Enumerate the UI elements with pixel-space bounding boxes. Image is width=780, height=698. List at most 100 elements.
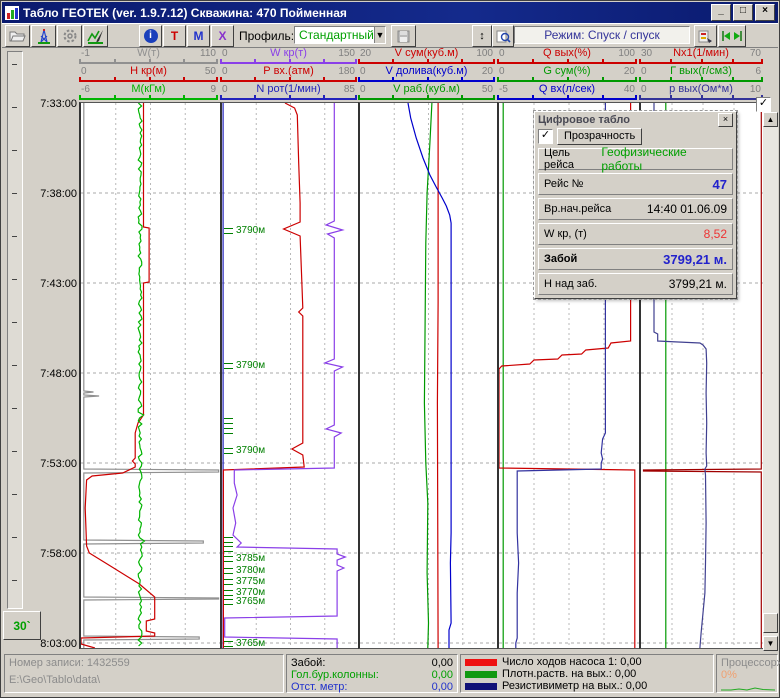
digital-row-value: 8,52 xyxy=(703,227,727,241)
mode-box: Режим: Спуск / спуск xyxy=(514,26,690,44)
time-label: 7:48:00 xyxy=(40,368,77,380)
settings-button[interactable] xyxy=(57,25,82,47)
close-button[interactable]: × xyxy=(755,4,775,21)
scale-tick xyxy=(183,95,186,98)
scale-tick xyxy=(358,77,360,80)
track-plot[interactable] xyxy=(220,102,360,649)
digital-row: W кр, (т) 8,52 xyxy=(538,223,733,245)
scale-max: 100 xyxy=(476,48,493,59)
scrollbar-thumb[interactable] xyxy=(763,613,778,633)
depth-tick-icon xyxy=(224,418,233,424)
floppy-icon xyxy=(397,30,410,42)
scale-label: V долива(куб.м) xyxy=(385,65,468,77)
scale-tick xyxy=(460,95,463,98)
time-label: 8:03:00 xyxy=(40,638,77,650)
ruler-tick xyxy=(12,322,17,323)
close-icon[interactable]: × xyxy=(718,113,733,127)
m-button[interactable]: M xyxy=(187,25,210,47)
scale-line xyxy=(220,98,357,100)
scale-header: 0 G сум(%) 20 xyxy=(497,65,637,82)
digital-row-label: Забой xyxy=(544,253,578,265)
scale-line xyxy=(220,80,357,82)
depth-mark xyxy=(224,428,236,434)
digital-row: Цель рейса Геофизические работы xyxy=(538,145,733,173)
scale-header: 0 Г вых(г/см3) 6 xyxy=(639,65,763,82)
open-file-button[interactable] xyxy=(5,25,30,47)
scale-tick xyxy=(426,59,429,62)
minimize-button[interactable]: _ xyxy=(711,4,731,21)
scale-max: 20 xyxy=(623,66,635,77)
info-button[interactable]: i xyxy=(139,25,162,47)
data-path: E:\Geo\Tablo\data\ xyxy=(9,674,101,686)
processor-value: 0% xyxy=(721,669,737,681)
scale-tick xyxy=(497,77,499,80)
scale-header: 0 Р вх.(атм) 180 xyxy=(220,65,357,82)
scale-label: W(т) xyxy=(137,47,160,59)
digital-row-value: 3799,21 м. xyxy=(668,277,727,291)
preview-button[interactable] xyxy=(492,25,514,47)
scale-tick xyxy=(532,95,534,98)
scale-tick xyxy=(426,77,429,80)
chevron-down-icon[interactable]: ▼ xyxy=(373,27,385,43)
scale-tick xyxy=(532,77,534,80)
scale-min: 0 xyxy=(641,66,647,77)
scale-tick xyxy=(220,59,222,62)
scale-label: Q вых(%) xyxy=(543,47,591,59)
scale-tick xyxy=(322,95,325,98)
depth-mark xyxy=(224,546,236,552)
depth-mark xyxy=(224,537,236,543)
scale-header: 0 V долива(куб.м) 20 xyxy=(358,65,495,82)
scale-tick xyxy=(460,59,463,62)
scroll-down-icon[interactable]: ▼ xyxy=(763,636,778,651)
scale-min: -6 xyxy=(81,84,90,95)
autoscroll-checkbox[interactable]: ✓ xyxy=(756,97,771,112)
x-button[interactable]: X xyxy=(211,25,234,47)
scroll-up-icon[interactable]: ▲ xyxy=(763,112,778,127)
scale-tick xyxy=(322,59,325,62)
report-button[interactable] xyxy=(694,25,717,47)
time-scale-box[interactable]: 30` xyxy=(3,611,41,640)
scale-line xyxy=(639,98,763,100)
scale-min: 0 xyxy=(222,48,228,59)
info-icon: i xyxy=(143,29,158,43)
status-depth-value: 0,00 xyxy=(431,669,453,681)
digital-row: Н над заб. 3799,21 м. xyxy=(538,273,733,295)
maximize-button[interactable]: □ xyxy=(733,4,753,21)
autoscale-button[interactable]: ↕ xyxy=(472,25,492,47)
profile-select[interactable]: Стандартный ▼ xyxy=(294,26,386,44)
time-label: 7:43:00 xyxy=(40,278,77,290)
transparency-checkbox[interactable]: ✓ xyxy=(538,128,553,144)
t-button[interactable]: T xyxy=(163,25,186,47)
track-canvas xyxy=(81,103,220,648)
scale-tick xyxy=(183,59,186,62)
legend-color-bar xyxy=(465,670,497,678)
digital-panel-title-bar[interactable]: Цифровое табло × xyxy=(538,113,733,127)
vertical-scrollbar[interactable]: ▲ ▼ xyxy=(763,112,778,651)
scale-tick xyxy=(670,95,672,98)
scale-tick xyxy=(635,95,637,98)
save-button[interactable] xyxy=(391,25,416,47)
legend-text: Число ходов насоса 1: 0,00 xyxy=(502,656,642,668)
scale-label: р вых(Ом*м) xyxy=(669,83,733,95)
fit-width-button[interactable] xyxy=(718,25,746,47)
transparency-button[interactable]: Прозрачность xyxy=(557,127,643,145)
track-plot[interactable] xyxy=(358,102,498,649)
scale-tick xyxy=(113,95,116,98)
digital-row-label: Цель рейса xyxy=(544,147,574,171)
scale-tick xyxy=(701,95,703,98)
scale-line xyxy=(497,62,637,64)
chart-edit-button[interactable] xyxy=(83,25,108,47)
minute-ruler[interactable] xyxy=(7,51,23,609)
status-depth-label: Гол.бур.колонны: xyxy=(291,669,379,681)
scale-min: -5 xyxy=(499,84,508,95)
scale-max: 85 xyxy=(343,84,355,95)
scale-tick xyxy=(602,77,604,80)
scale-max: 150 xyxy=(338,48,355,59)
profile-value: Стандартный xyxy=(299,28,374,42)
rig-button[interactable] xyxy=(31,25,56,47)
track-plot[interactable] xyxy=(79,102,221,649)
time-label: 7:33:00 xyxy=(40,98,77,110)
depth-tick-icon xyxy=(224,428,233,434)
scale-max: 50 xyxy=(204,66,216,77)
depth-mark: 3790м xyxy=(224,360,265,371)
